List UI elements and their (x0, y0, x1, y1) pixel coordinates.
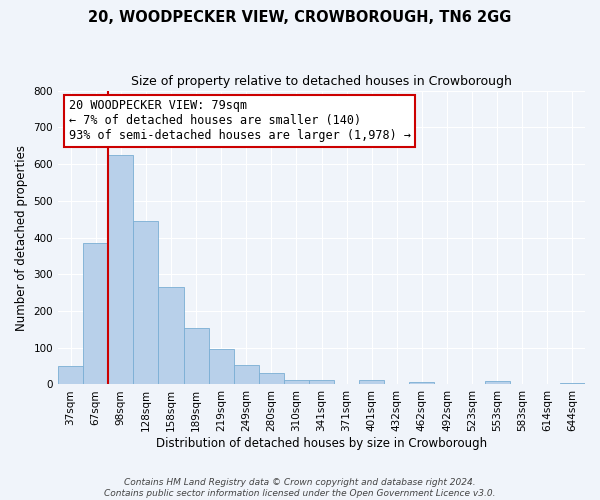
Text: Contains HM Land Registry data © Crown copyright and database right 2024.
Contai: Contains HM Land Registry data © Crown c… (104, 478, 496, 498)
Title: Size of property relative to detached houses in Crowborough: Size of property relative to detached ho… (131, 75, 512, 88)
Bar (108, 155, 133, 384)
Bar (58, 366, 83, 384)
Bar (209, 349, 233, 384)
Bar (133, 221, 158, 384)
Text: 20, WOODPECKER VIEW, CROWBOROUGH, TN6 2GG: 20, WOODPECKER VIEW, CROWBOROUGH, TN6 2G… (88, 10, 512, 25)
Bar (485, 381, 510, 384)
Y-axis label: Number of detached properties: Number of detached properties (15, 144, 28, 330)
Bar (560, 382, 585, 384)
Bar (309, 380, 334, 384)
Bar (409, 382, 434, 384)
Bar (83, 243, 108, 384)
Bar (359, 380, 384, 384)
Bar (184, 328, 209, 384)
X-axis label: Distribution of detached houses by size in Crowborough: Distribution of detached houses by size … (156, 437, 487, 450)
Bar (233, 366, 259, 384)
Text: 20 WOODPECKER VIEW: 79sqm
← 7% of detached houses are smaller (140)
93% of semi-: 20 WOODPECKER VIEW: 79sqm ← 7% of detach… (68, 100, 410, 142)
Bar (158, 287, 184, 384)
Bar (284, 380, 309, 384)
Bar (259, 374, 284, 384)
